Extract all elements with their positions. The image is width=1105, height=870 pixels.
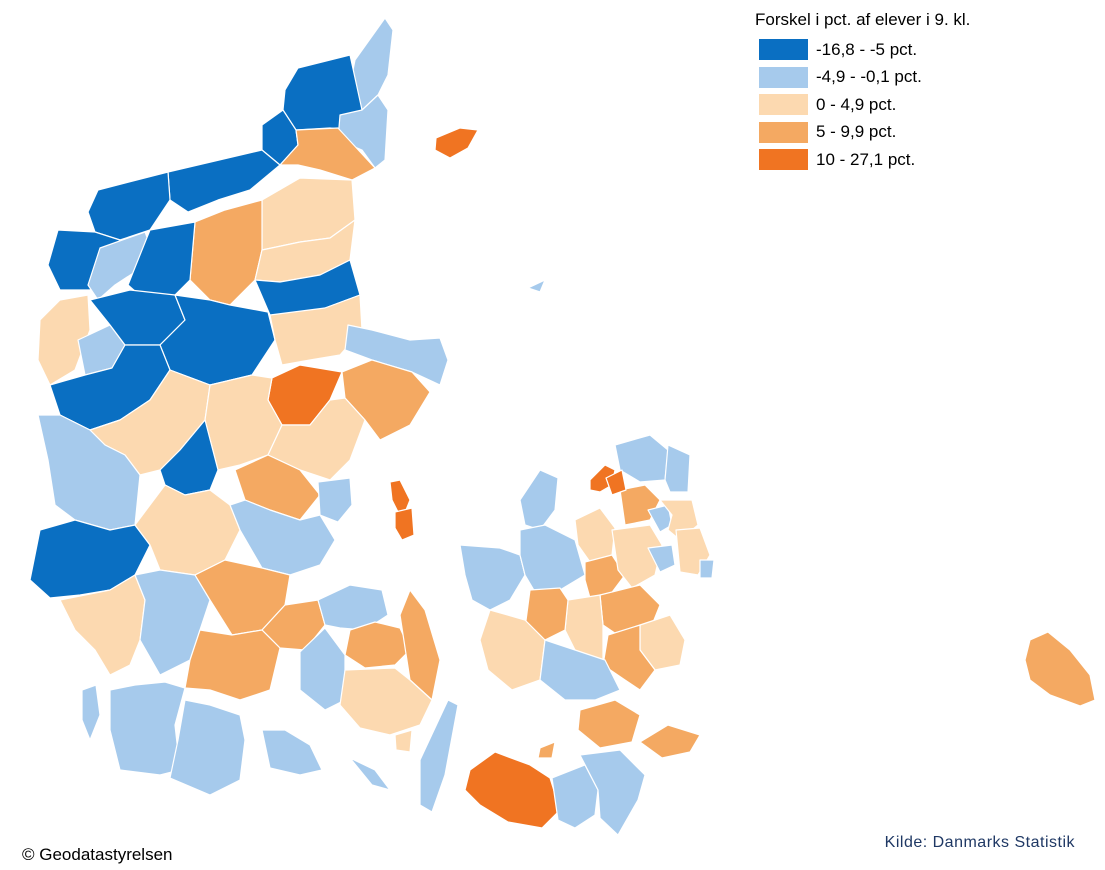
municipality — [394, 507, 415, 541]
municipality — [37, 414, 141, 531]
legend-swatch — [759, 94, 808, 116]
municipality — [579, 749, 646, 836]
municipality — [537, 741, 556, 759]
municipality — [317, 477, 353, 523]
municipality — [349, 757, 391, 791]
legend-title: Forskel i pct. af elever i 9. kl. — [755, 10, 971, 29]
municipality — [344, 324, 449, 386]
municipality — [169, 699, 246, 796]
map-legend: Forskel i pct. af elever i 9. kl. -16,8 … — [755, 10, 970, 174]
municipality — [419, 699, 459, 813]
municipality — [344, 621, 411, 669]
municipality — [59, 574, 146, 676]
municipality — [527, 279, 546, 293]
municipality — [479, 609, 546, 691]
municipality — [605, 469, 627, 496]
legend-swatch — [759, 39, 808, 61]
municipality — [577, 699, 641, 749]
municipality — [167, 149, 281, 213]
legend-item: 0 - 4,9 pct. — [755, 91, 970, 119]
source-credit: Kilde: Danmarks Statistik — [884, 834, 1075, 851]
legend-label: 0 - 4,9 pct. — [816, 94, 897, 114]
municipality — [81, 684, 101, 741]
municipality — [519, 524, 586, 593]
legend-item: 5 - 9,9 pct. — [755, 119, 970, 147]
municipality — [87, 231, 153, 301]
municipality — [611, 524, 663, 589]
municipality — [279, 127, 376, 181]
legend-swatch — [759, 149, 808, 171]
copyright-text: © Geodatastyrelsen — [22, 845, 173, 864]
legend-label: -4,9 - -0,1 pct. — [816, 67, 922, 87]
municipality — [464, 751, 561, 829]
municipality — [261, 729, 323, 776]
municipality — [539, 639, 621, 701]
municipality — [229, 499, 336, 576]
municipality — [394, 729, 413, 753]
municipality — [189, 199, 263, 306]
municipality — [434, 127, 479, 159]
municipality — [664, 444, 691, 493]
municipality — [647, 544, 676, 573]
municipality — [459, 544, 526, 611]
legend-swatch — [759, 121, 808, 143]
municipality — [339, 667, 433, 736]
legend-label: 10 - 27,1 pct. — [816, 149, 916, 169]
municipality — [699, 559, 715, 579]
legend-swatch — [759, 66, 808, 88]
legend-item: -4,9 - -0,1 pct. — [755, 64, 970, 92]
municipality — [184, 629, 281, 701]
municipality — [1024, 631, 1096, 707]
legend-item: -16,8 - -5 pct. — [755, 36, 970, 64]
legend-label: -16,8 - -5 pct. — [816, 39, 918, 59]
municipality — [519, 469, 559, 531]
municipality — [269, 294, 363, 366]
legend-item: 10 - 27,1 pct. — [755, 146, 970, 174]
legend-label: 5 - 9,9 pct. — [816, 122, 897, 142]
municipality — [639, 724, 701, 759]
municipality — [574, 507, 616, 563]
